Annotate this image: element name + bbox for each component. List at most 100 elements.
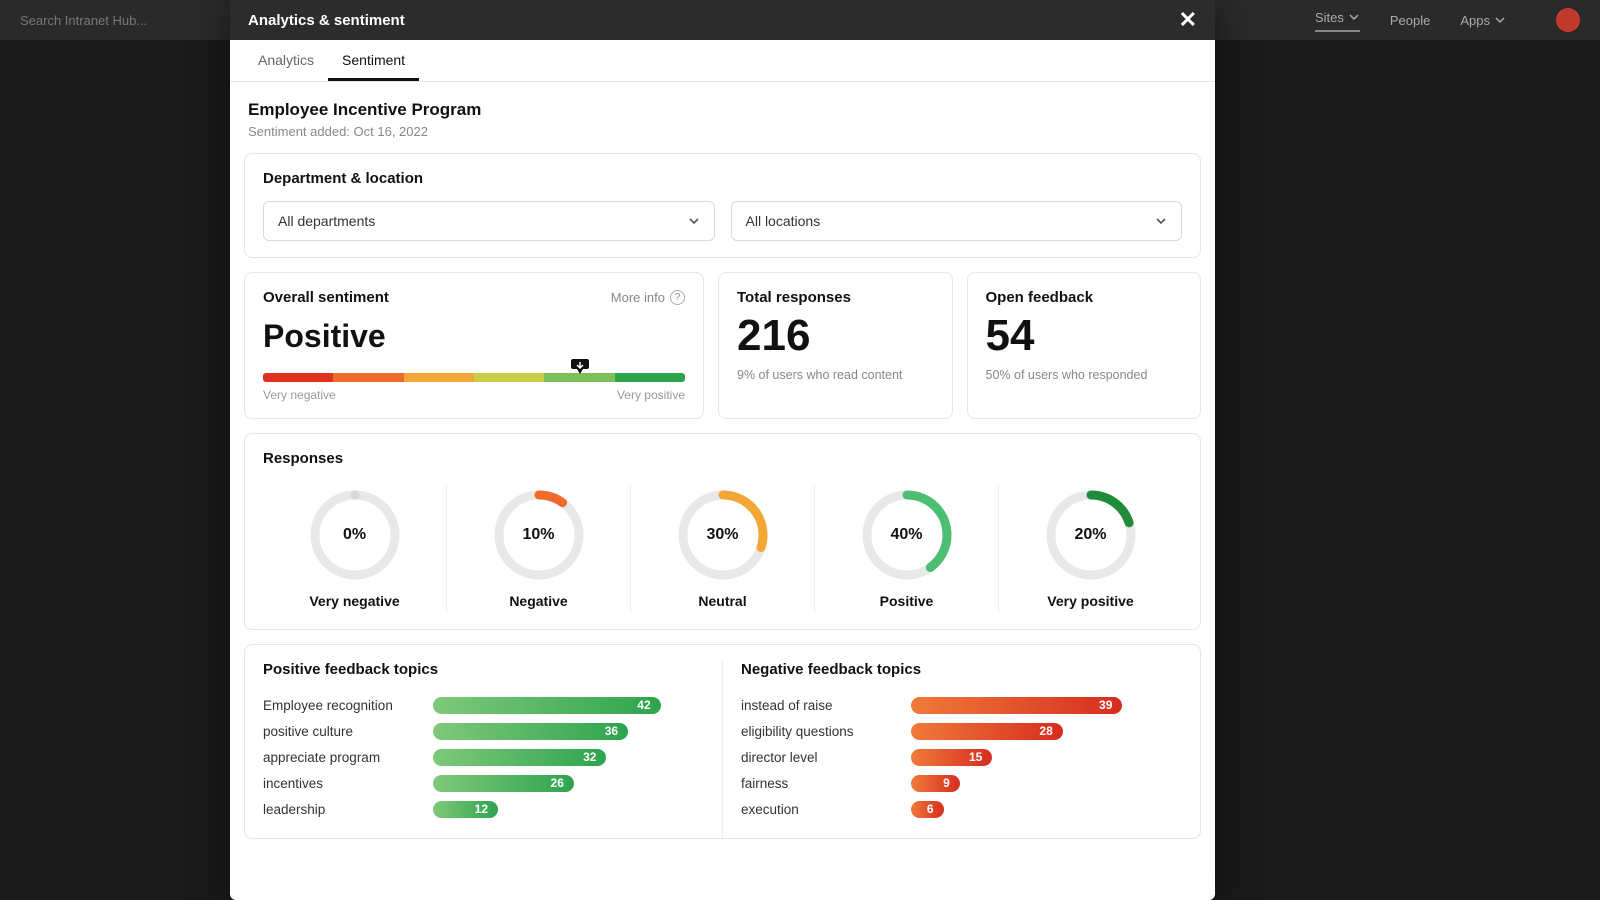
topic-row: director level 15 bbox=[741, 744, 1182, 770]
modal-content: Employee Incentive Program Sentiment add… bbox=[230, 82, 1215, 900]
avatar[interactable] bbox=[1556, 8, 1580, 32]
topic-label: leadership bbox=[263, 802, 433, 817]
tabs: Analytics Sentiment bbox=[230, 40, 1215, 82]
topic-label: appreciate program bbox=[263, 750, 433, 765]
open-feedback-card: Open feedback 54 50% of users who respon… bbox=[967, 272, 1202, 419]
donut-label: Very positive bbox=[1047, 593, 1133, 609]
donut-label: Negative bbox=[509, 593, 567, 609]
donut-pct: 0% bbox=[309, 489, 401, 581]
open-feedback-title: Open feedback bbox=[986, 289, 1183, 306]
department-select[interactable]: All departments bbox=[263, 201, 715, 241]
topic-bar: 42 bbox=[433, 697, 661, 714]
topic-bar-track: 39 bbox=[911, 697, 1182, 714]
topic-bar-track: 9 bbox=[911, 775, 1182, 792]
total-responses-title: Total responses bbox=[737, 289, 934, 306]
topic-bar: 39 bbox=[911, 697, 1122, 714]
page-subtitle: Sentiment added: Oct 16, 2022 bbox=[248, 124, 1197, 139]
topic-bar: 9 bbox=[911, 775, 960, 792]
donut-cell: 0% Very negative bbox=[263, 485, 447, 613]
topic-row: instead of raise 39 bbox=[741, 692, 1182, 718]
topic-bar-track: 42 bbox=[433, 697, 704, 714]
analytics-modal: Analytics & sentiment ✕ Analytics Sentim… bbox=[230, 0, 1215, 900]
close-icon[interactable]: ✕ bbox=[1179, 7, 1197, 33]
topic-bar-track: 15 bbox=[911, 749, 1182, 766]
nav-people[interactable]: People bbox=[1390, 8, 1430, 32]
negative-topics: Negative feedback topics instead of rais… bbox=[722, 661, 1200, 838]
total-responses-value: 216 bbox=[737, 314, 934, 358]
topic-bar: 32 bbox=[433, 749, 606, 766]
bg-nav: Sites People Apps bbox=[1315, 8, 1580, 32]
topic-row: appreciate program 32 bbox=[263, 744, 704, 770]
chevron-down-icon bbox=[688, 215, 700, 227]
overall-value: Positive bbox=[263, 318, 685, 355]
topic-bar-track: 12 bbox=[433, 801, 704, 818]
topic-bar-track: 26 bbox=[433, 775, 704, 792]
nav-sites[interactable]: Sites bbox=[1315, 8, 1360, 32]
total-responses-sub: 9% of users who read content bbox=[737, 368, 934, 382]
info-icon: ? bbox=[670, 290, 685, 305]
topic-label: director level bbox=[741, 750, 911, 765]
open-feedback-value: 54 bbox=[986, 314, 1183, 358]
topic-bar: 36 bbox=[433, 723, 628, 740]
filters-title: Department & location bbox=[263, 170, 1182, 187]
topic-bar: 15 bbox=[911, 749, 992, 766]
page-title: Employee Incentive Program bbox=[248, 100, 1197, 120]
responses-title: Responses bbox=[263, 450, 1182, 467]
topic-label: positive culture bbox=[263, 724, 433, 739]
nav-apps[interactable]: Apps bbox=[1460, 8, 1506, 32]
location-select[interactable]: All locations bbox=[731, 201, 1183, 241]
donut-cell: 20% Very positive bbox=[999, 485, 1182, 613]
chevron-down-icon bbox=[1155, 215, 1167, 227]
donut-cell: 40% Positive bbox=[815, 485, 999, 613]
topic-row: leadership 12 bbox=[263, 796, 704, 822]
topics-card: Positive feedback topics Employee recogn… bbox=[244, 644, 1201, 839]
topic-label: Employee recognition bbox=[263, 698, 433, 713]
donut-cell: 10% Negative bbox=[447, 485, 631, 613]
topic-row: Employee recognition 42 bbox=[263, 692, 704, 718]
donut-cell: 30% Neutral bbox=[631, 485, 815, 613]
filters-card: Department & location All departments Al… bbox=[244, 153, 1201, 258]
overall-sentiment-card: Overall sentiment More info? Positive Ve… bbox=[244, 272, 704, 419]
donut-label: Neutral bbox=[698, 593, 746, 609]
topic-row: execution 6 bbox=[741, 796, 1182, 822]
topic-label: eligibility questions bbox=[741, 724, 911, 739]
topic-row: eligibility questions 28 bbox=[741, 718, 1182, 744]
donut-chart: 10% bbox=[493, 489, 585, 581]
topic-bar-track: 6 bbox=[911, 801, 1182, 818]
topic-label: execution bbox=[741, 802, 911, 817]
donut-pct: 20% bbox=[1045, 489, 1137, 581]
topic-bar: 12 bbox=[433, 801, 498, 818]
department-value: All departments bbox=[278, 213, 375, 229]
search-input-bg[interactable]: Search Intranet Hub... bbox=[20, 13, 220, 28]
scale-right-label: Very positive bbox=[617, 388, 685, 402]
donut-chart: 0% bbox=[309, 489, 401, 581]
positive-topics: Positive feedback topics Employee recogn… bbox=[245, 661, 722, 838]
topic-row: positive culture 36 bbox=[263, 718, 704, 744]
topic-bar: 28 bbox=[911, 723, 1063, 740]
total-responses-card: Total responses 216 9% of users who read… bbox=[718, 272, 953, 419]
open-feedback-sub: 50% of users who responded bbox=[986, 368, 1183, 382]
location-value: All locations bbox=[746, 213, 821, 229]
overall-title: Overall sentiment bbox=[263, 289, 389, 306]
topic-row: fairness 9 bbox=[741, 770, 1182, 796]
positive-topics-title: Positive feedback topics bbox=[263, 661, 704, 678]
topic-label: fairness bbox=[741, 776, 911, 791]
donut-chart: 30% bbox=[677, 489, 769, 581]
chevron-down-icon bbox=[1494, 14, 1506, 26]
tab-analytics[interactable]: Analytics bbox=[244, 40, 328, 81]
topic-row: incentives 26 bbox=[263, 770, 704, 796]
modal-header: Analytics & sentiment ✕ bbox=[230, 0, 1215, 40]
more-info-link[interactable]: More info? bbox=[611, 290, 685, 305]
donut-pct: 40% bbox=[861, 489, 953, 581]
donut-pct: 10% bbox=[493, 489, 585, 581]
topic-label: incentives bbox=[263, 776, 433, 791]
topic-bar: 26 bbox=[433, 775, 574, 792]
topic-label: instead of raise bbox=[741, 698, 911, 713]
negative-topics-title: Negative feedback topics bbox=[741, 661, 1182, 678]
sentiment-marker bbox=[571, 359, 589, 375]
topic-bar: 6 bbox=[911, 801, 944, 818]
scale-left-label: Very negative bbox=[263, 388, 336, 402]
chevron-down-icon bbox=[1348, 11, 1360, 23]
donut-pct: 30% bbox=[677, 489, 769, 581]
tab-sentiment[interactable]: Sentiment bbox=[328, 40, 419, 81]
